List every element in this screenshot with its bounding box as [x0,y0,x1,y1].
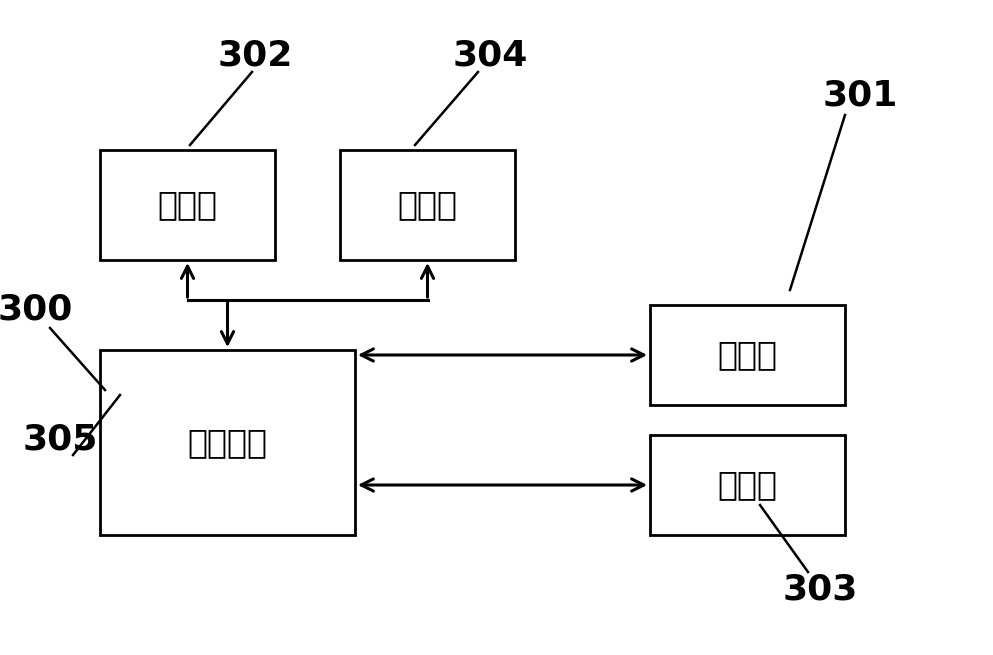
Text: 302: 302 [217,38,293,72]
Bar [650,435,845,535]
Bar [340,150,515,260]
Text: 300: 300 [0,293,72,327]
Bar [100,350,355,535]
Text: 303: 303 [782,573,858,607]
Text: 总线接口: 总线接口 [188,426,267,459]
Text: 发送器: 发送器 [718,468,778,502]
Text: 305: 305 [22,423,97,457]
Text: 301: 301 [822,78,898,112]
Bar [100,150,275,260]
Text: 处理器: 处理器 [158,189,217,221]
Text: 存储器: 存储器 [397,189,458,221]
Text: 304: 304 [453,38,527,72]
Text: 接收器: 接收器 [718,339,778,371]
Bar [650,305,845,405]
